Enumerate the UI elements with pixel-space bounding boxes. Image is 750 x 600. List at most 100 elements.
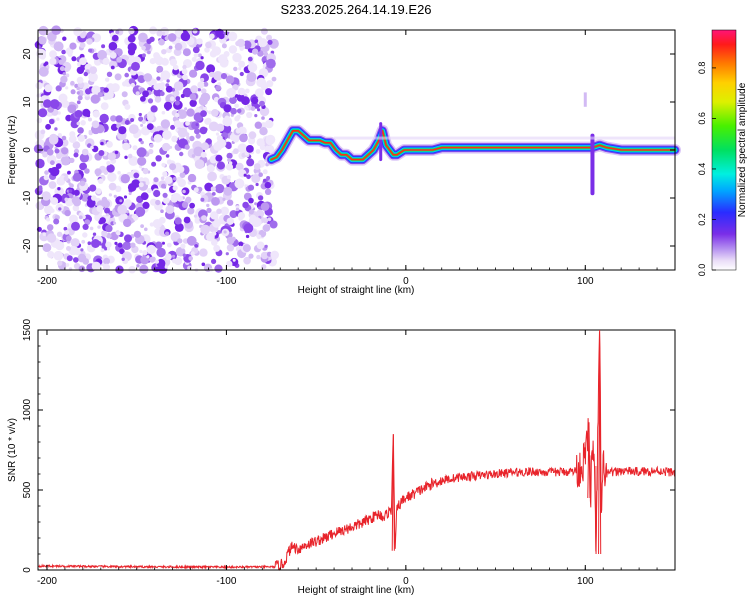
- noise-speck: [90, 94, 101, 104]
- noise-speck: [147, 114, 154, 122]
- noise-speck: [112, 34, 119, 42]
- noise-speck: [62, 36, 67, 41]
- noise-speck: [233, 56, 240, 62]
- noise-speck: [108, 193, 112, 197]
- noise-speck: [258, 206, 262, 210]
- noise-speck: [142, 250, 148, 256]
- noise-speck: [138, 32, 148, 43]
- noise-speck: [200, 77, 205, 82]
- noise-speck: [106, 71, 113, 78]
- noise-speck: [216, 135, 223, 142]
- y-tick-label: 20: [22, 48, 33, 60]
- noise-speck: [259, 127, 268, 136]
- noise-speck: [65, 86, 69, 90]
- noise-speck: [127, 34, 136, 43]
- noise-speck: [155, 259, 159, 264]
- noise-speck: [195, 60, 205, 71]
- noise-speck: [179, 172, 186, 179]
- snr-spike: [594, 465, 598, 555]
- noise-speck: [153, 189, 161, 198]
- noise-speck: [186, 235, 197, 246]
- noise-speck: [201, 215, 207, 221]
- noise-speck: [236, 38, 246, 48]
- noise-speck: [146, 244, 156, 254]
- noise-speck: [54, 127, 58, 131]
- noise-speck: [103, 87, 109, 93]
- noise-speck: [147, 50, 151, 55]
- noise-speck: [44, 84, 53, 93]
- noise-speck: [131, 61, 140, 71]
- noise-speck: [250, 106, 256, 111]
- noise-speck: [209, 33, 215, 40]
- noise-speck: [100, 102, 109, 110]
- noise-speck: [201, 262, 206, 267]
- noise-speck: [70, 89, 76, 95]
- noise-speck: [161, 110, 166, 115]
- noise-speck: [204, 47, 210, 53]
- noise-speck: [189, 93, 197, 100]
- noise-speck: [60, 147, 69, 155]
- noise-speck: [152, 219, 163, 229]
- noise-speck: [226, 217, 234, 225]
- noise-speck: [169, 145, 173, 149]
- noise-speck: [238, 245, 242, 249]
- noise-speck: [228, 45, 238, 54]
- noise-speck: [239, 71, 244, 77]
- noise-speck: [188, 256, 193, 261]
- noise-speck: [106, 247, 111, 251]
- noise-speck: [166, 242, 172, 248]
- noise-speck: [110, 115, 117, 122]
- noise-speck: [225, 163, 234, 171]
- noise-speck: [128, 28, 135, 35]
- noise-speck: [38, 66, 49, 77]
- noise-speck: [136, 264, 140, 268]
- noise-speck: [215, 183, 225, 194]
- noise-speck: [164, 36, 169, 41]
- noise-speck: [169, 58, 178, 67]
- noise-speck: [122, 241, 132, 250]
- noise-speck: [180, 94, 185, 98]
- noise-speck: [140, 140, 144, 145]
- noise-speck: [91, 120, 100, 129]
- noise-speck: [211, 78, 216, 84]
- noise-speck: [213, 71, 223, 81]
- noise-speck: [47, 251, 55, 259]
- noise-speck: [181, 201, 189, 208]
- noise-speck: [46, 217, 51, 222]
- noise-speck: [50, 208, 55, 213]
- noise-speck: [206, 207, 212, 213]
- noise-speck: [265, 134, 276, 145]
- colorbar-tick-label: 0.4: [697, 163, 707, 176]
- noise-speck: [123, 218, 132, 228]
- noise-speck: [130, 242, 136, 248]
- noise-speck: [62, 72, 66, 76]
- noise-speck: [140, 96, 146, 102]
- noise-speck: [115, 115, 123, 123]
- noise-speck: [76, 91, 80, 95]
- noise-speck: [161, 183, 166, 189]
- noise-speck: [212, 231, 217, 236]
- noise-speck: [80, 120, 86, 126]
- noise-speck: [70, 80, 75, 86]
- noise-speck: [179, 151, 184, 157]
- noise-speck: [158, 85, 164, 91]
- noise-speck: [103, 263, 110, 271]
- noise-speck: [156, 30, 163, 37]
- noise-speck: [204, 118, 211, 125]
- noise-speck: [172, 177, 177, 181]
- noise-speck: [159, 91, 165, 97]
- noise-speck: [84, 219, 91, 226]
- noise-speck: [191, 56, 197, 62]
- noise-speck: [214, 264, 223, 273]
- noise-speck: [215, 132, 220, 136]
- noise-speck: [50, 160, 55, 166]
- noise-speck: [248, 253, 254, 259]
- noise-speck: [99, 113, 109, 124]
- noise-speck: [66, 255, 73, 262]
- noise-speck: [251, 96, 259, 105]
- noise-speck: [264, 119, 274, 129]
- noise-speck: [124, 103, 131, 110]
- noise-speck: [146, 188, 152, 194]
